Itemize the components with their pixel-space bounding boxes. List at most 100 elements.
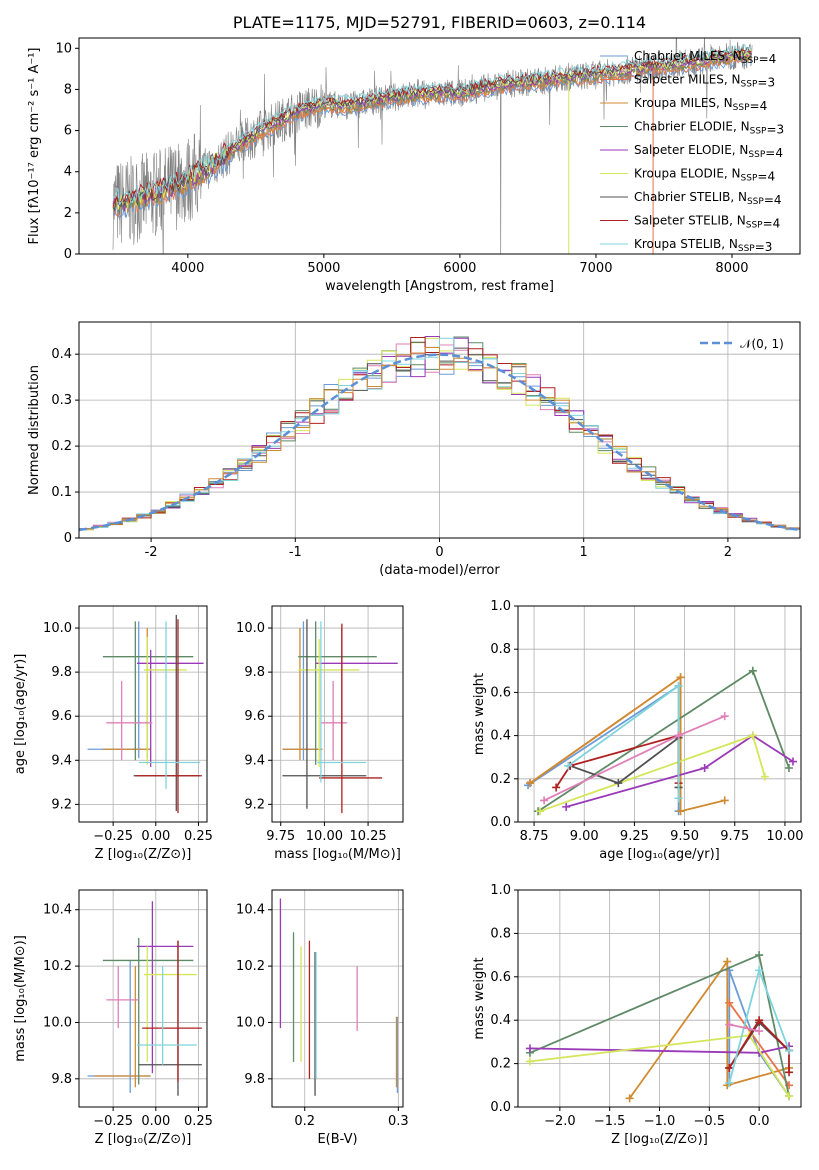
residuals-ytick-label: 0 — [64, 531, 72, 546]
spectrum-ylabel: Flux [fλ10⁻¹⁷ erg cm⁻² s⁻¹ A⁻¹] — [27, 48, 42, 245]
mass-age-ytick-label: 9.6 — [244, 709, 265, 724]
weight-line — [539, 734, 766, 813]
spectrum-title: PLATE=1175, MJD=52791, FIBERID=0603, z=0… — [233, 13, 646, 32]
weight-marker — [760, 772, 769, 781]
legend-entry: Kroupa STELIB, NSSP=3 — [634, 237, 772, 254]
legend-entry: Salpeter STELIB, NSSP=4 — [634, 214, 780, 231]
legend-entry: Kroupa MILES, NSSP=4 — [634, 96, 767, 113]
spectrum-frame — [78, 37, 801, 255]
age-weight-xtick-label: 9.00 — [570, 829, 599, 844]
z-weight-ytick-label: 0.2 — [490, 1057, 511, 1072]
spectrum-ytick-label: 2 — [64, 206, 72, 221]
ebv-mass-xtick-label: 0.3 — [388, 1114, 409, 1129]
weight-marker — [625, 1094, 634, 1103]
legend-entry: Chabrier MILES, NSSP=4 — [634, 49, 776, 66]
weight-marker — [564, 761, 573, 770]
age-weight-ytick-label: 0.8 — [490, 642, 511, 657]
z-mass-frame — [78, 889, 208, 1108]
model-spectrum-line — [112, 52, 752, 215]
z-weight-lines — [525, 951, 794, 1103]
z-weight-xtick-label: −1.0 — [644, 1114, 676, 1129]
legend-entry: Salpeter MILES, NSSP=3 — [634, 73, 775, 90]
weight-marker — [614, 779, 623, 788]
ebv-mass-points — [279, 898, 399, 1096]
ebv-mass-ytick-label: 10.2 — [236, 959, 265, 974]
z-weight-panel: −2.0 −1.5 −1.0 −0.5 0.0 0.0 0.2 0.4 0.6 0.8 1.0 Z [… — [472, 883, 802, 1147]
age-weight-xtick-label: 10.00 — [766, 829, 803, 844]
weight-marker — [785, 1092, 794, 1101]
residuals-ytick-label: 0.3 — [51, 393, 72, 408]
residuals-xtick-label: 0 — [435, 545, 443, 560]
ebv-mass-ytick-label: 9.8 — [244, 1072, 265, 1087]
spectrum-xtick-label: 6000 — [443, 261, 476, 276]
model-spectrum-line — [112, 50, 752, 211]
spectrum-xtick-label: 7000 — [579, 261, 612, 276]
weight-marker — [725, 1079, 734, 1088]
residuals-xtick-label: -2 — [145, 545, 158, 560]
histogram-group — [79, 336, 800, 532]
z-mass-ylabel: mass [log₁₀(M/M⊙)] — [13, 935, 28, 1062]
spectrum-xtick-label: 4000 — [171, 261, 204, 276]
mass-age-xtick-label: 9.75 — [266, 829, 295, 844]
weight-marker — [700, 764, 709, 772]
weight-marker — [674, 794, 683, 803]
z-mass-ytick-label: 9.8 — [51, 1072, 72, 1087]
age-weight-ytick-label: 0.6 — [490, 685, 511, 700]
residuals-xtick-label: 1 — [580, 545, 588, 560]
residuals-xtick-label: -1 — [289, 545, 302, 560]
z-weight-frame — [517, 889, 802, 1108]
weight-marker — [748, 666, 757, 675]
weight-marker — [720, 796, 729, 805]
weight-marker — [526, 779, 535, 788]
weight-line — [527, 684, 680, 812]
legend-entry: Kroupa ELODIE, NSSP=4 — [634, 167, 775, 184]
z-age-xtick-label: 0.00 — [141, 829, 170, 844]
age-weight-panel: 8.75 9.00 9.25 9.50 9.75 10.00 0.0 0.2 0.4 0.6 0.8… — [472, 599, 804, 862]
ebv-mass-ytick-label: 10.4 — [236, 903, 265, 918]
age-weight-xtick-label: 9.75 — [720, 829, 749, 844]
z-age-ylabel: age [log₁₀(age/yr)] — [13, 654, 28, 775]
mass-age-xtick-label: 10.00 — [306, 829, 343, 844]
z-weight-xtick-label: −0.5 — [694, 1114, 726, 1129]
age-weight-ylabel: mass weight — [472, 673, 487, 755]
weight-marker — [676, 673, 685, 682]
spectrum-ytick-label: 0 — [64, 247, 72, 262]
weight-marker — [784, 764, 793, 772]
residuals-frame — [78, 321, 801, 539]
weight-marker — [725, 1020, 734, 1029]
z-weight-xtick-label: −2.0 — [544, 1114, 576, 1129]
z-weight-xlabel: Z [log₁₀(Z/Z⊙)] — [611, 1132, 708, 1147]
spectrum-ytick-label: 8 — [64, 82, 72, 97]
spectrum-ytick-label: 4 — [64, 165, 72, 180]
weight-marker — [755, 966, 764, 975]
z-age-points — [87, 614, 204, 814]
legend-entry: Chabrier STELIB, NSSP=4 — [634, 190, 782, 207]
ebv-mass-frame — [271, 889, 404, 1108]
mass-age-xtick-label: 10.25 — [349, 829, 386, 844]
z-age-panel: −0.25 0.00 0.25 9.2 9.4 9.6 9.8 10.0 Z [log₁₀(Z/… — [13, 605, 213, 862]
spectrum-ytick-label: 10 — [55, 41, 72, 56]
age-weight-frame — [517, 605, 802, 823]
z-age-xlabel: Z [log₁₀(Z/Z⊙)] — [95, 847, 192, 862]
weight-line — [728, 1018, 790, 1073]
age-weight-xtick-label: 9.25 — [620, 829, 649, 844]
z-mass-points — [87, 901, 202, 1096]
mass-age-ytick-label: 9.2 — [244, 797, 265, 812]
normal-curve-line — [79, 353, 800, 532]
weight-marker — [755, 1016, 764, 1025]
model-spectrum-line — [112, 47, 752, 212]
mass-age-ytick-label: 9.4 — [244, 753, 265, 768]
model-spectrum-line — [112, 48, 752, 208]
residuals-ylabel: Normed distribution — [27, 365, 42, 495]
weight-marker — [720, 712, 729, 721]
ebv-mass-panel: 0.2 0.3 9.8 10.0 10.2 10.4 E(B-V) — [236, 889, 409, 1147]
residuals-panel: -2 -1 0 1 2 0 0.1 0.2 0.3 0.4 (data-model)/error No… — [27, 321, 801, 578]
weight-line — [628, 958, 790, 1099]
weight-marker — [676, 807, 685, 816]
legend-entry: 𝒩(0, 1) — [740, 337, 784, 351]
weight-marker — [755, 951, 764, 960]
mass-age-points — [282, 619, 398, 814]
weight-marker — [755, 1027, 764, 1036]
spectrum-xtick-label: 8000 — [715, 261, 748, 276]
age-weight-ytick-label: 0.4 — [490, 729, 511, 744]
